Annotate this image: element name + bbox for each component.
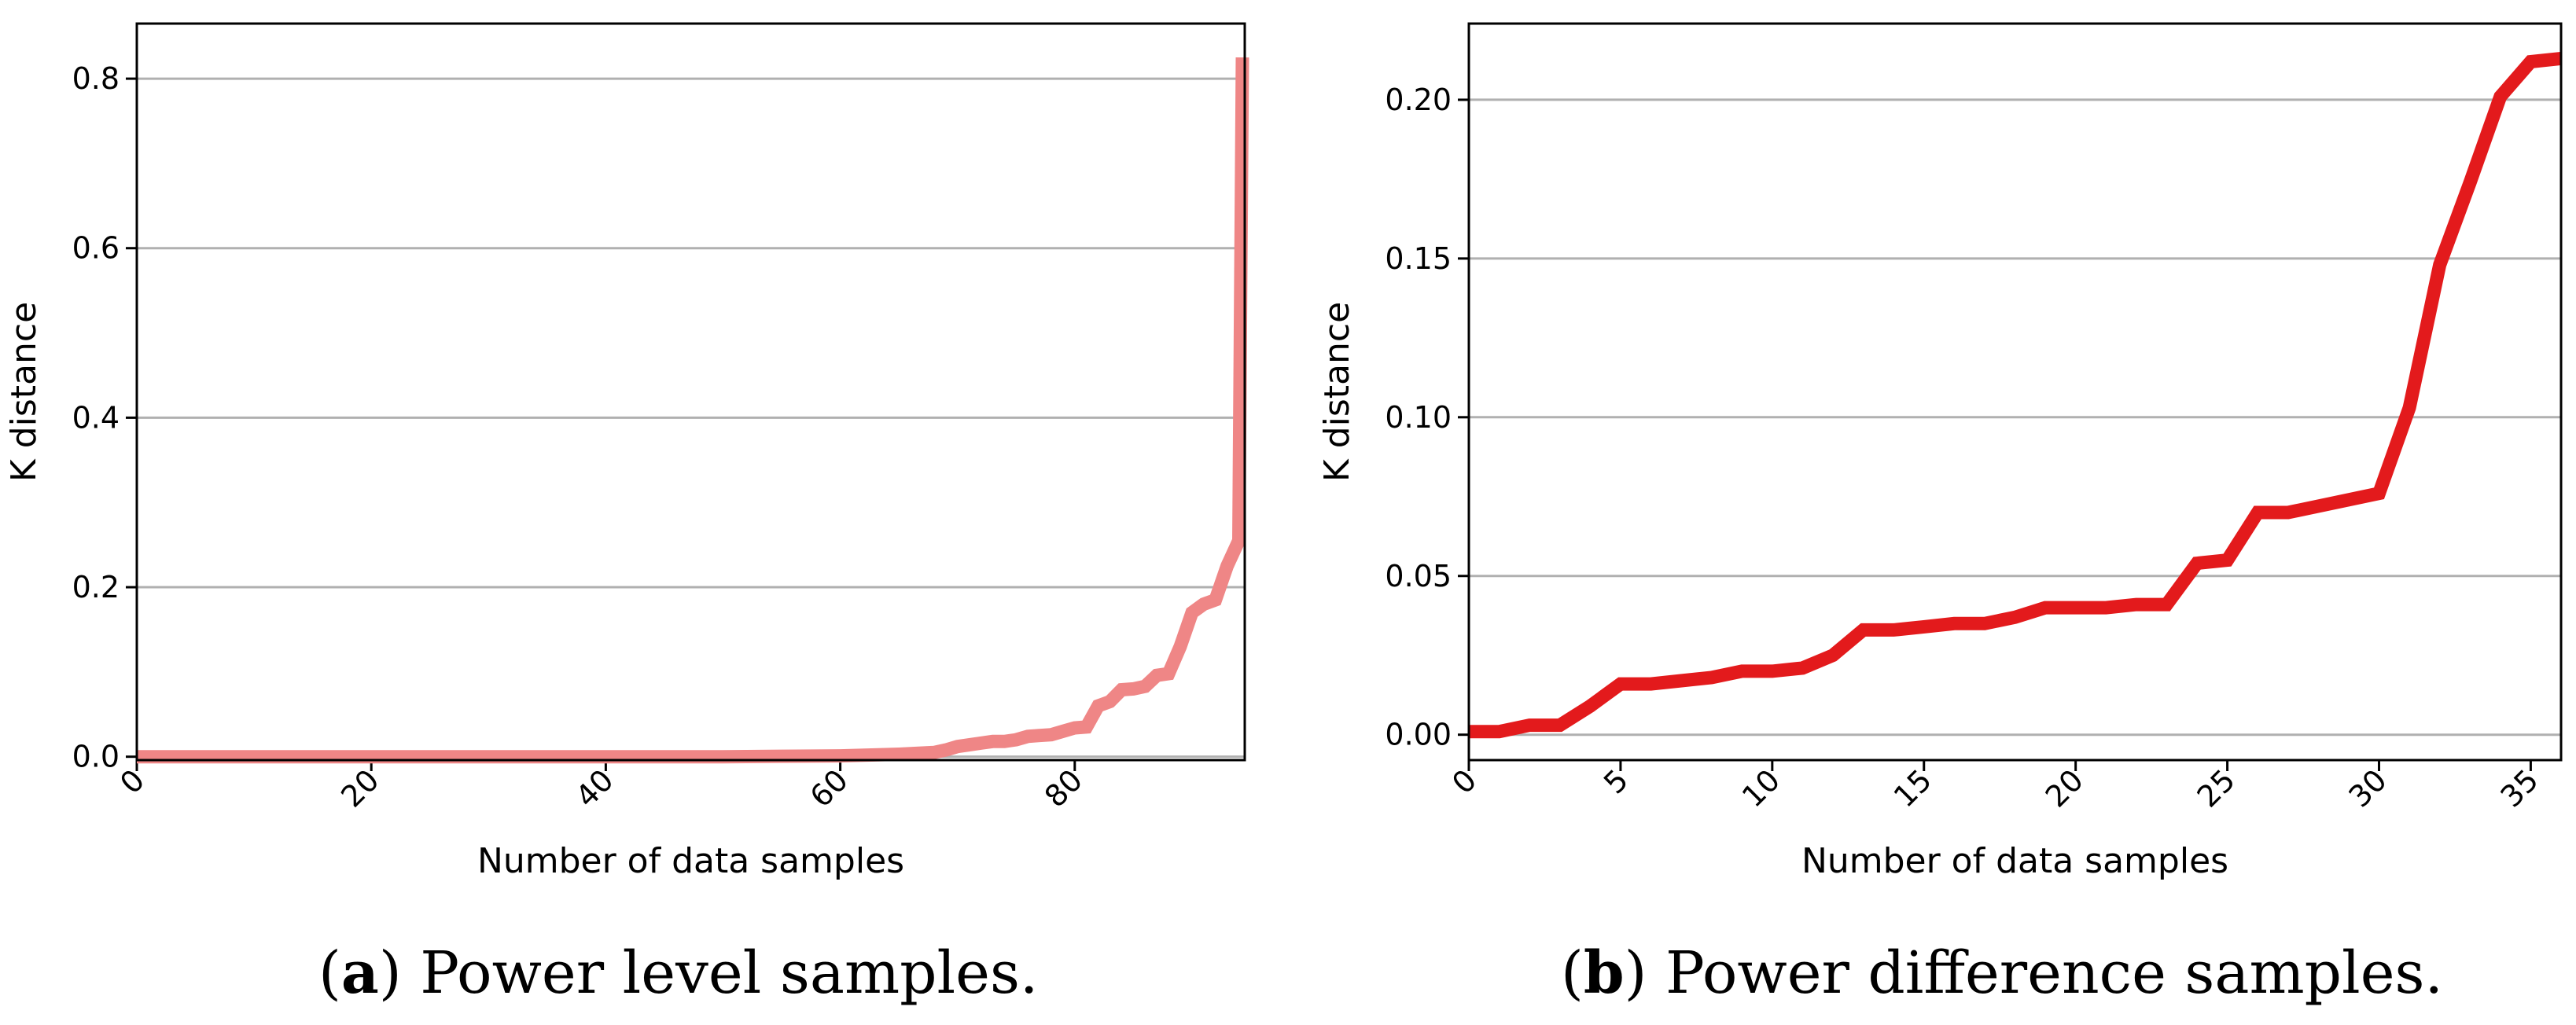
x-tick-label: 25 bbox=[2191, 762, 2242, 814]
x-tick-label: 10 bbox=[1735, 762, 1787, 814]
y-axis-label: K distance bbox=[1317, 302, 1357, 482]
caption-b: (b) Power difference samples. bbox=[1561, 939, 2443, 1007]
y-tick-label: 0.00 bbox=[1385, 718, 1452, 752]
y-tick-label: 0.8 bbox=[72, 61, 120, 96]
x-tick-label: 35 bbox=[2493, 762, 2545, 814]
y-tick-label: 0.4 bbox=[72, 400, 120, 435]
caption-a: (a) Power level samples. bbox=[318, 939, 1038, 1007]
x-tick-label: 80 bbox=[1038, 762, 1089, 814]
caption-b-text: Power difference samples. bbox=[1665, 939, 2443, 1007]
x-axis-label: Number of data samples bbox=[1801, 841, 2228, 881]
y-tick-label: 0.10 bbox=[1385, 400, 1452, 435]
y-axis-label: K distance bbox=[4, 302, 44, 482]
x-tick-label: 15 bbox=[1887, 762, 1938, 814]
axes-frame bbox=[135, 22, 1246, 762]
caption-b-close: ) bbox=[1624, 939, 1666, 1007]
y-tick-label: 0.20 bbox=[1385, 83, 1452, 117]
caption-b-letter: b bbox=[1583, 939, 1625, 1007]
x-axis-label: Number of data samples bbox=[477, 841, 904, 881]
data-line bbox=[137, 57, 1249, 764]
x-tick-label: 20 bbox=[2039, 762, 2090, 814]
caption-b-open: ( bbox=[1561, 939, 1584, 1007]
caption-a-text: Power level samples. bbox=[420, 939, 1039, 1007]
y-tick-label: 0.15 bbox=[1385, 241, 1452, 276]
axes-frame bbox=[1467, 22, 2563, 762]
x-tick-label: 30 bbox=[2342, 762, 2394, 814]
caption-a-letter: a bbox=[340, 939, 379, 1007]
caption-a-open: ( bbox=[318, 939, 341, 1007]
data-line bbox=[1469, 51, 2562, 739]
x-tick-label: 60 bbox=[804, 762, 855, 814]
y-tick-label: 0.0 bbox=[72, 740, 120, 774]
caption-a-close: ) bbox=[378, 939, 421, 1007]
y-tick-label: 0.2 bbox=[72, 570, 120, 604]
x-tick-label: 40 bbox=[569, 762, 620, 814]
x-tick-label: 20 bbox=[334, 762, 385, 814]
x-tick-label: 5 bbox=[1597, 762, 1635, 800]
chart-b-power-difference: 0.00 0.05 0.10 0.15 0.20 0 5 10 15 20 25 30 35 Number… bbox=[1317, 22, 2563, 881]
y-tick-label: 0.6 bbox=[72, 231, 120, 266]
y-tick-label: 0.05 bbox=[1385, 559, 1452, 593]
x-tick-label: 0 bbox=[1445, 762, 1483, 800]
